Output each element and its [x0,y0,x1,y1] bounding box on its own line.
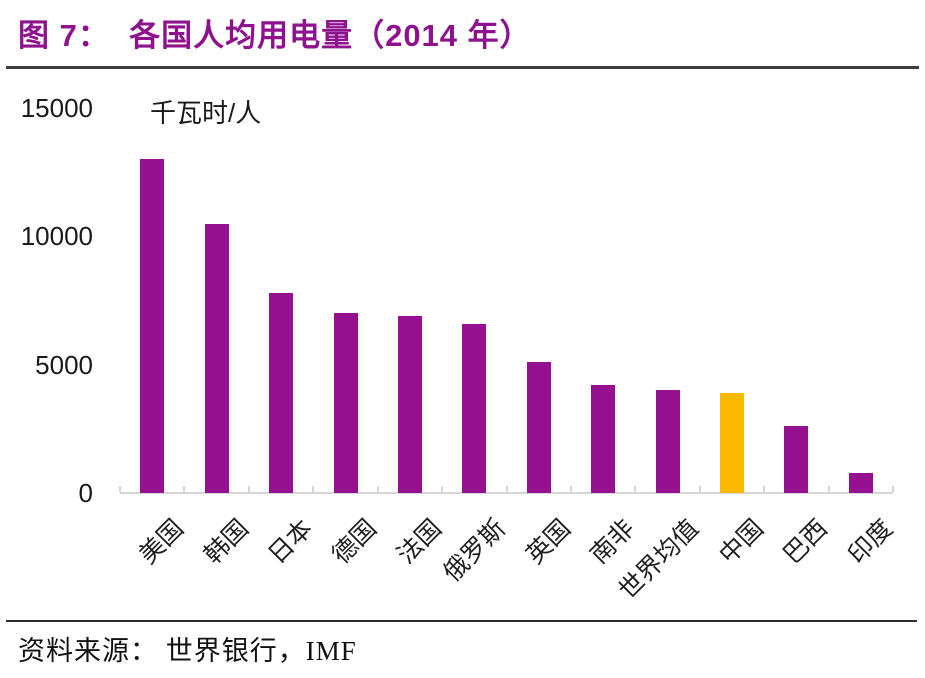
axis-tick [698,486,701,492]
axis-tick [763,486,766,492]
axis-tick [119,486,121,492]
y-axis-tick-label: 0 [78,478,93,508]
axis-tick [634,486,637,492]
x-axis-label: 巴西 [778,514,834,570]
bar [784,426,809,493]
y-axis-unit-label: 千瓦时/人 [150,98,262,128]
x-axis-label: 英国 [520,514,576,570]
axis-tick [183,486,186,492]
bar [269,292,293,493]
bar [333,313,358,493]
x-axis-label: 韩国 [198,514,254,570]
x-axis-label: 德国 [327,514,383,570]
title-divider [6,66,919,69]
x-axis-label: 中国 [713,514,770,570]
y-axis-tick-label: 10000 [20,221,93,252]
x-axis-label: 印度 [842,514,898,570]
axis-tick [827,486,830,492]
bar [591,385,616,493]
bar [720,392,744,493]
x-axis-label: 日本 [262,514,319,570]
bar [204,223,229,493]
x-axis-line [120,492,893,494]
axis-tick [892,486,894,492]
axis-tick [569,486,572,492]
figure-title: 图 7： 各国人均用电量（2014 年） [18,18,532,53]
y-axis-tick-label: 5000 [35,349,93,380]
source-divider [6,620,917,622]
axis-tick [376,486,379,492]
y-axis-tick-label: 15000 [20,93,93,123]
bar [140,159,165,493]
axis-tick [312,486,315,492]
axis-tick [247,486,250,492]
axis-tick [441,486,444,492]
bar [462,323,487,493]
bar [655,390,680,493]
bar [526,362,551,493]
x-axis-label: 美国 [134,514,190,570]
bar [397,315,422,493]
x-axis-label: 俄罗斯 [438,514,512,588]
axis-tick [505,486,508,492]
bar [848,472,873,493]
source-text: 资料来源： 世界银行，IMF [18,636,357,666]
